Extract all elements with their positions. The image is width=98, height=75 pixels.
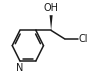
Text: Cl: Cl <box>79 34 88 44</box>
Text: OH: OH <box>44 3 59 13</box>
Polygon shape <box>50 15 53 30</box>
Text: N: N <box>16 63 24 73</box>
